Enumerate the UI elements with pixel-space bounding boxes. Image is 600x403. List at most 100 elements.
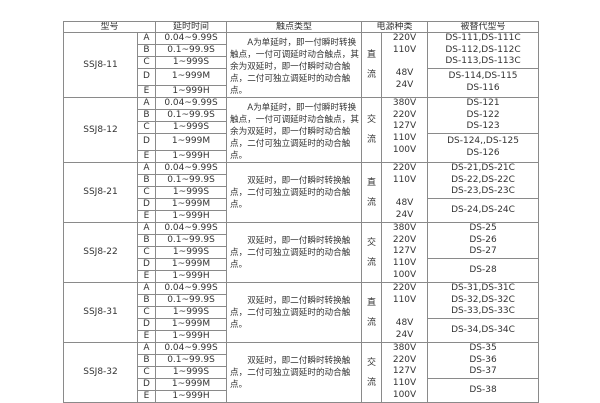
- replacement-model: DS-24,DS-24C: [451, 204, 515, 215]
- voltage: 110V: [392, 294, 417, 305]
- replacement-model: DS-22,DS-22C: [451, 174, 515, 185]
- voltage: [383, 56, 427, 68]
- contact-type: 双延时，即一付瞬时转换触点，二付可独立调延时的动合触点。: [226, 162, 363, 223]
- delay-range: 1~999H: [155, 149, 228, 164]
- replacement-model: DS-123: [466, 121, 500, 132]
- delay-range: 1~999S: [155, 306, 228, 319]
- variant-letter: E: [136, 270, 157, 283]
- delay-range: 1~999S: [155, 56, 228, 69]
- variant-letter: D: [136, 258, 157, 271]
- replacement-model: DS-35: [469, 343, 497, 354]
- delay-range: 1~999M: [155, 378, 228, 391]
- contact-type: 双延时，即二付瞬时转换触点，二付可独立调延时的动合触点。: [226, 282, 363, 343]
- voltage-list: 380V 220V 127V 110V 100V: [381, 222, 429, 283]
- delay-range: 0.1~99.9S: [155, 294, 228, 307]
- power-type-char: 流: [367, 377, 377, 388]
- model-cell: SSJ8-21: [63, 162, 138, 223]
- variant-letter: A: [136, 222, 157, 235]
- variant-letter: A: [136, 282, 157, 295]
- voltage: 110V: [392, 257, 417, 268]
- contact-type: A为单延时，即一付瞬时转换触点，一付可调延时动合触点，其余为双延时，即一付瞬时动…: [226, 97, 363, 163]
- replacement-model: DS-38: [469, 384, 497, 395]
- delay-range: 0.04~9.99S: [155, 162, 228, 175]
- replacement-model: DS-28: [469, 264, 497, 275]
- replacement-models-bottom: DS-28: [427, 258, 540, 283]
- table-row: C 1~999S: [64, 186, 539, 199]
- model-cell: SSJ8-22: [63, 222, 138, 283]
- voltage: [383, 306, 427, 318]
- delay-range: 1~999M: [155, 198, 228, 211]
- delay-range: 0.1~99.9S: [155, 354, 228, 367]
- voltage: 110V: [392, 44, 417, 55]
- voltage: 110V: [392, 132, 417, 143]
- voltage-list: 380V 220V 127V 110V 100V: [381, 97, 429, 163]
- replacement-model: DS-122: [466, 109, 500, 120]
- variant-letter: C: [136, 56, 157, 69]
- table-row: D 1~999M DS-38: [64, 378, 540, 403]
- header-model: 型号: [62, 21, 157, 33]
- voltage: 380V: [392, 343, 417, 354]
- voltage: 220V: [392, 283, 417, 294]
- delay-range: 1~999S: [155, 246, 228, 259]
- delay-range: 0.1~99.9S: [155, 174, 228, 187]
- variant-letter: B: [136, 44, 157, 57]
- voltage: 24V: [395, 209, 414, 220]
- variant-letter: D: [136, 318, 157, 331]
- replacement-models-top: DS-121 DS-122 DS-123: [427, 97, 540, 134]
- replacement-model: DS-32,DS-32C: [451, 294, 515, 305]
- variant-letter: D: [136, 198, 157, 211]
- voltage: 220V: [392, 234, 417, 245]
- voltage: 24V: [395, 79, 414, 90]
- power-type: 直流: [361, 32, 383, 98]
- table-row: B 0.1~99.9S: [64, 294, 539, 307]
- contact-type: A为单延时，即一付瞬时转换触点，一付可调延时动合触点，其余为双延时，即一付瞬时动…: [226, 32, 363, 98]
- voltage: 48V: [395, 317, 414, 328]
- replacement-model: DS-114,DS-115: [448, 71, 518, 82]
- delay-range: 0.1~99.9S: [155, 109, 228, 122]
- power-type-char: 流: [367, 197, 377, 208]
- model-cell: SSJ8-12: [63, 97, 138, 163]
- delay-range: 1~999H: [155, 270, 228, 283]
- table-row: C 1~999S: [64, 56, 539, 69]
- replacement-models-top: DS-111,DS-111C DS-112,DS-112C DS-113,DS-11…: [427, 32, 540, 69]
- voltage: 220V: [392, 354, 417, 365]
- delay-range: 1~999H: [155, 330, 228, 343]
- variant-letter: A: [136, 162, 157, 175]
- power-type: 直流: [361, 282, 383, 343]
- voltage: 100V: [392, 389, 417, 400]
- replacement-models-top: DS-31,DS-31C DS-32,DS-32C DS-33,DS-33C: [427, 282, 540, 319]
- voltage: 220V: [392, 109, 417, 120]
- variant-letter: E: [136, 210, 157, 223]
- variant-letter: B: [136, 174, 157, 187]
- power-type-char: 流: [367, 70, 377, 80]
- power-type-char: 直: [367, 297, 377, 308]
- replacement-models-bottom: DS-38: [427, 378, 540, 403]
- delay-range: 1~999H: [155, 390, 228, 403]
- voltage: 127V: [392, 246, 417, 257]
- variant-letter: B: [136, 234, 157, 247]
- delay-range: 1~999H: [155, 84, 228, 99]
- header-time: 延时时间: [155, 21, 228, 33]
- voltage: 380V: [392, 98, 417, 109]
- table-row: SSJ8-11 A 0.04~9.99S A为单延时，即一付瞬时转换触点，一付可调延时…: [63, 32, 540, 98]
- voltage: 100V: [392, 144, 417, 155]
- replacement-model: DS-126: [466, 148, 500, 158]
- voltage-list: 220V 110V 48V 24V: [381, 32, 429, 98]
- replacement-model: DS-116: [466, 83, 500, 93]
- delay-range: 1~999M: [155, 133, 228, 151]
- voltage: 110V: [392, 174, 417, 185]
- contact-type: 双延时，即一付瞬时转换触点，二付可独立调延时的动合触点。: [226, 222, 363, 283]
- voltage: [383, 186, 427, 198]
- table-row: E 1~999H: [64, 330, 539, 343]
- replacement-models-bottom: DS-24,DS-24C: [427, 198, 540, 223]
- delay-range: 0.04~9.99S: [155, 97, 228, 110]
- delay-range: 0.04~9.99S: [155, 342, 228, 355]
- power-type-char: 交: [367, 237, 377, 248]
- power-type-char: 交: [367, 357, 377, 368]
- voltage-list: 220V 110V 48V 24V: [381, 282, 429, 343]
- power-type-char: 交: [367, 115, 377, 125]
- power-type: 直流: [361, 162, 383, 223]
- replacement-model: DS-21,DS-21C: [451, 163, 515, 174]
- table-row: E 1~999H: [64, 84, 539, 99]
- delay-range: 1~999S: [155, 366, 228, 379]
